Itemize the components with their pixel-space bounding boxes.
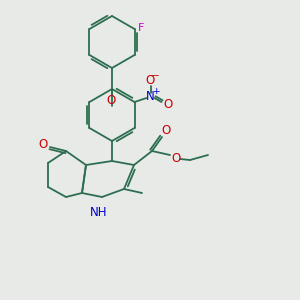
Text: O: O <box>38 139 48 152</box>
Text: N: N <box>146 91 155 103</box>
Text: O: O <box>161 124 171 137</box>
Text: O: O <box>106 94 116 107</box>
Text: O: O <box>171 152 181 164</box>
Text: +: + <box>152 88 159 97</box>
Text: O: O <box>163 98 172 110</box>
Text: O: O <box>145 74 154 88</box>
Text: F: F <box>138 23 145 33</box>
Text: NH: NH <box>90 206 108 219</box>
Text: −: − <box>151 71 160 81</box>
